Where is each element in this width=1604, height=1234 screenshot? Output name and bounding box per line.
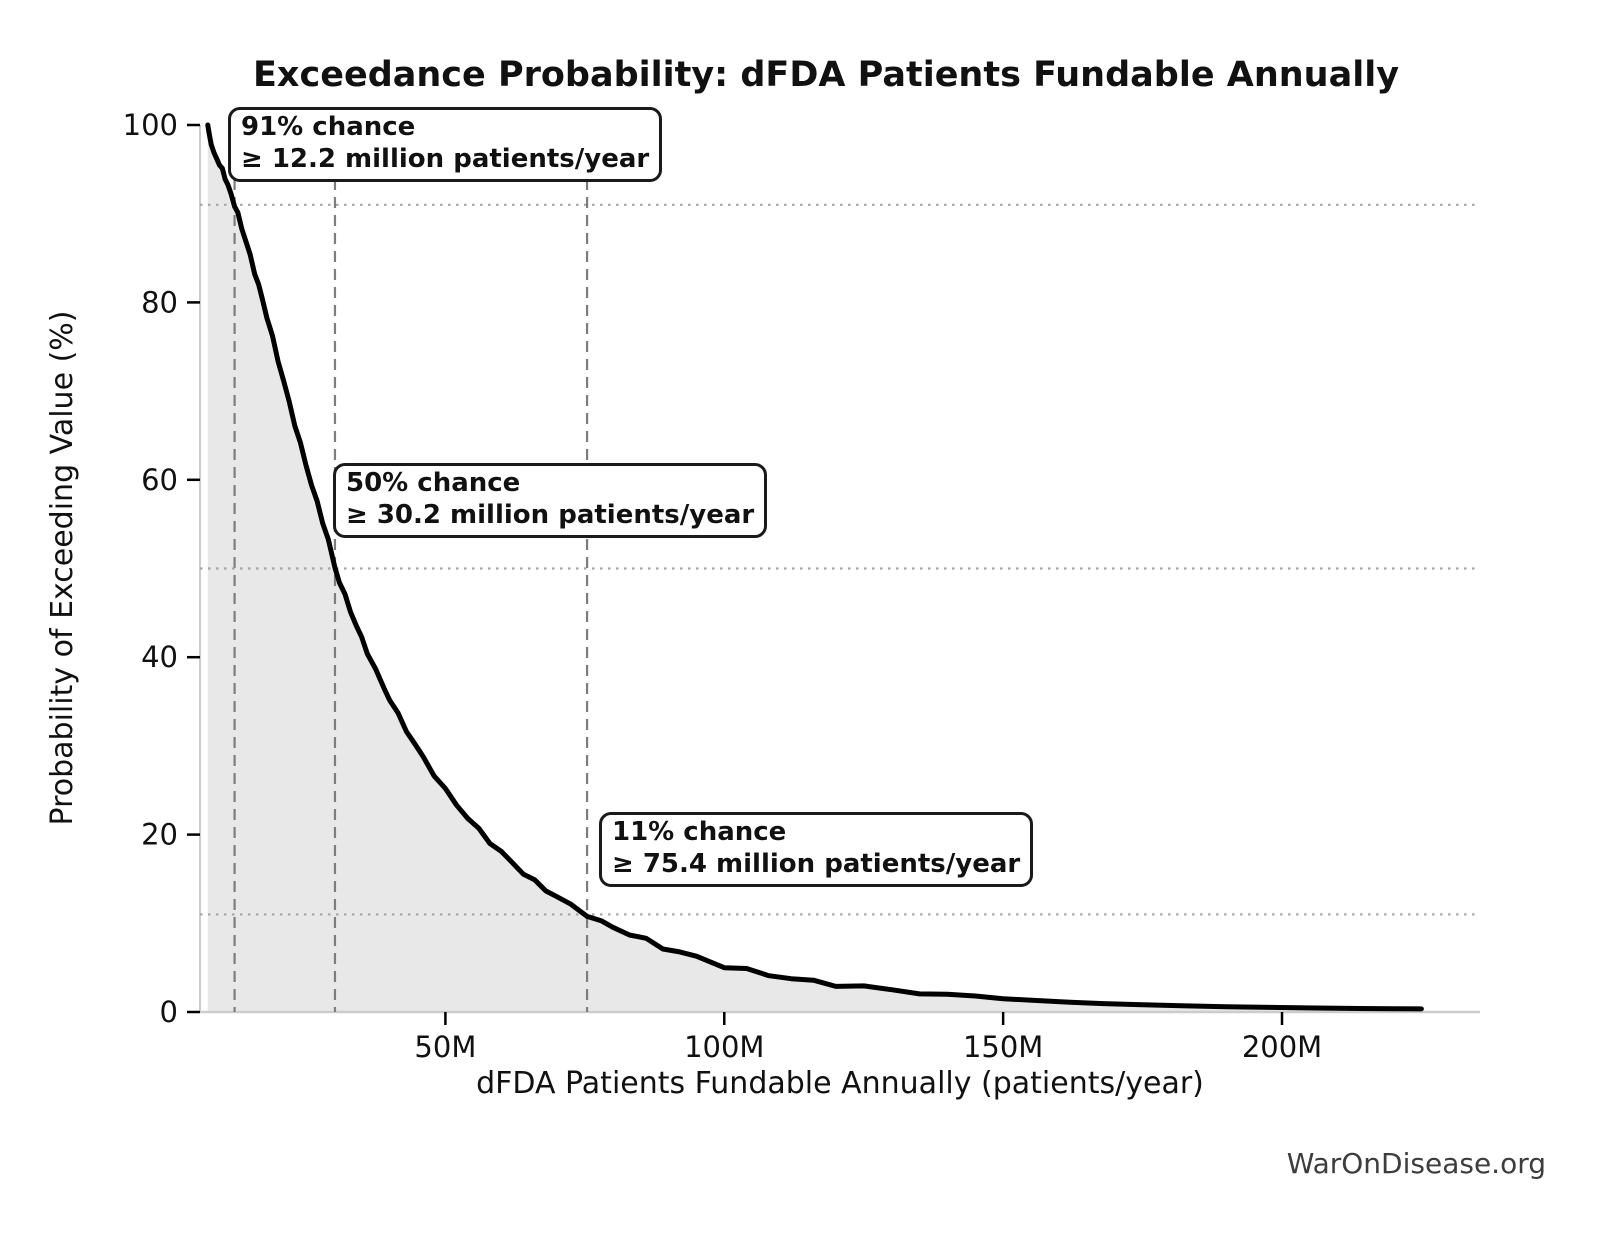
annotation-line1: 11% chance xyxy=(612,817,787,847)
annotation-line2: ≥ 30.2 million patients/year xyxy=(346,499,755,530)
reference-lines-layer xyxy=(200,125,1480,1012)
y-tick-label: 40 xyxy=(141,640,178,674)
area-under-curve xyxy=(207,125,1422,1012)
x-tick-label: 200M xyxy=(1242,1030,1322,1064)
curve-layer xyxy=(205,122,1424,1012)
x-axis-label: dFDA Patients Fundable Annually (patient… xyxy=(476,1066,1204,1101)
y-axis-label: Probability of Exceeding Value (%) xyxy=(45,311,80,826)
annotation-box-11pct: 11% chance ≥ 75.4 million patients/year xyxy=(599,812,1034,888)
annotation-line2: ≥ 75.4 million patients/year xyxy=(612,848,1021,879)
y-tick-label: 80 xyxy=(141,285,178,319)
area-fill-layer xyxy=(207,125,1422,1012)
x-tick-label: 100M xyxy=(684,1030,764,1064)
annotation-line1: 91% chance xyxy=(241,112,416,142)
y-tick-label: 20 xyxy=(141,818,178,852)
chart-title: Exceedance Probability: dFDA Patients Fu… xyxy=(253,55,1399,95)
y-tick-label: 0 xyxy=(160,995,178,1029)
annotation-line2: ≥ 12.2 million patients/year xyxy=(241,143,650,174)
y-tick-label: 100 xyxy=(123,108,178,142)
x-tick-label: 150M xyxy=(963,1030,1043,1064)
watermark: WarOnDisease.org xyxy=(1287,1147,1546,1180)
annotation-box-91pct: 91% chance ≥ 12.2 million patients/year xyxy=(228,107,663,183)
y-tick-label: 60 xyxy=(141,463,178,497)
ticks-layer: 50M 100M 150M 200M 0 20 40 60 80 100 xyxy=(123,108,1323,1064)
annotation-line1: 50% chance xyxy=(346,468,521,498)
x-tick-label: 50M xyxy=(414,1030,476,1064)
annotation-box-50pct: 50% chance ≥ 30.2 million patients/year xyxy=(333,463,768,539)
exceedance-curve xyxy=(205,122,1424,1012)
